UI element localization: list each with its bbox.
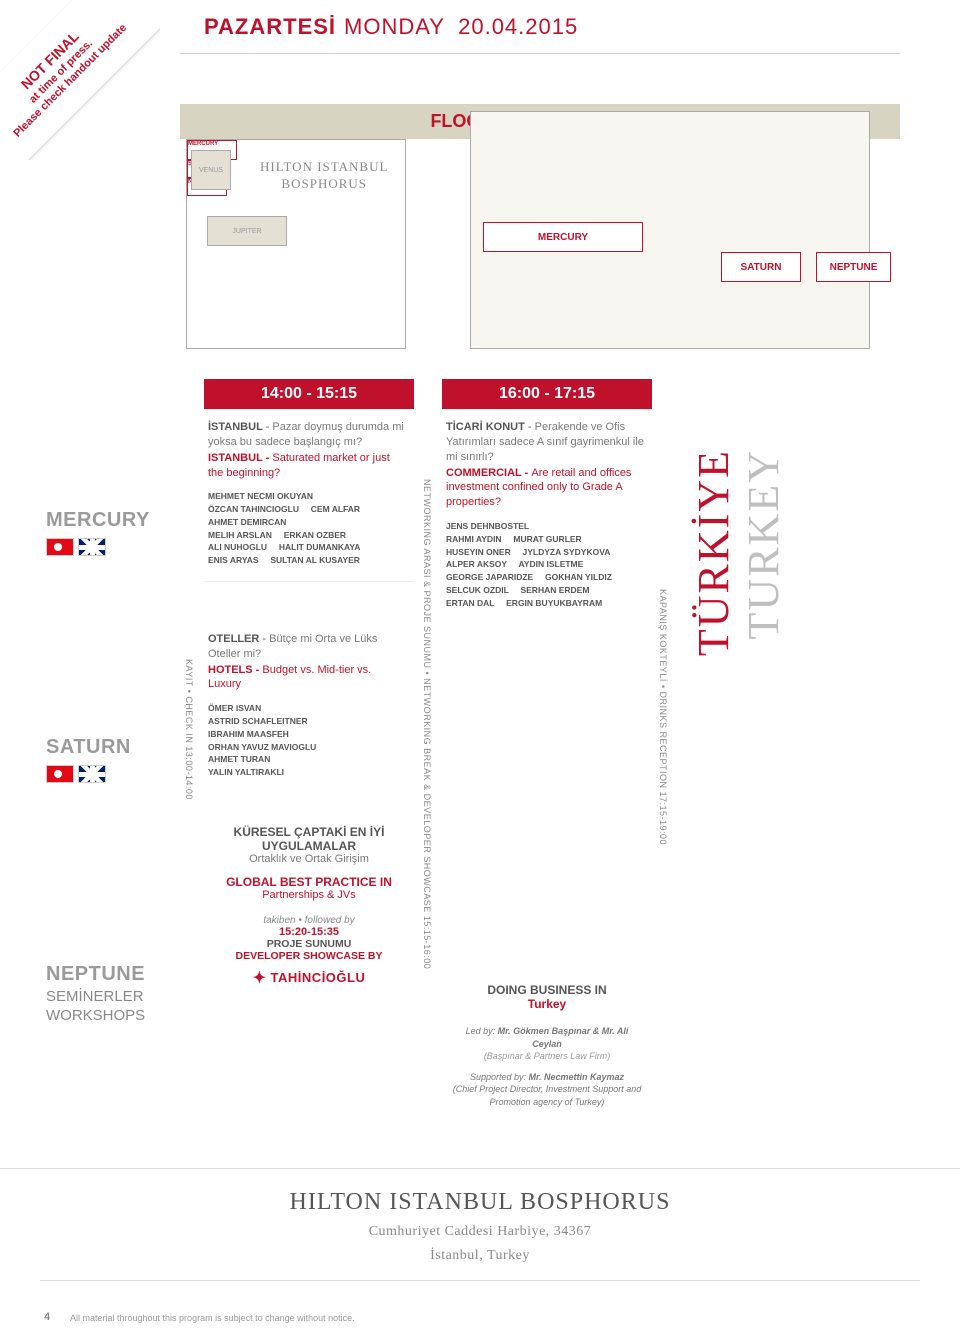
flag-tr-icon (46, 765, 74, 783)
checkin-text: KAYIT • CHECK IN 13:00-14:00 (184, 659, 194, 800)
schedule-grid: MERCURY SATURN NEPTUNE SEMİNERLER WORKSH… (0, 379, 960, 1128)
day-turkish: PAZARTESİ (204, 14, 336, 40)
logo-turkiye: TÜRKİYE (688, 449, 739, 656)
not-final-ribbon: NOT FINAL at time of press. Please check… (0, 0, 160, 160)
session-global-best-practice: KÜRESEL ÇAPTAKİ EN İYİ UYGULAMALAR Ortak… (204, 793, 414, 998)
event-logo: TÜRKİYE TURKEY (678, 379, 848, 1128)
footer-address-2: İstanbul, Turkey (40, 1248, 920, 1264)
flags-saturn (46, 765, 180, 783)
sessions-col-2: 16:00 - 17:15 TİCARİ KONUT - Perakende v… (442, 379, 652, 1128)
speakers-s1: MEHMET NECMI OKUYAN ÖZCAN TAHINCIOGLU CE… (208, 490, 406, 567)
room-saturn-label: SATURN (46, 736, 180, 783)
workshops-label: WORKSHOPS (46, 1007, 180, 1024)
flag-uk-icon (78, 765, 106, 783)
closing-reception-column: KAPANIŞ KOKTEYLİ • DRINKS RECEPTION 17:1… (652, 379, 678, 1128)
fp-room-saturn: SATURN (721, 252, 801, 282)
floorplan-hotel-label: HILTON ISTANBUL BOSPHORUS (260, 159, 388, 193)
speakers-s4: JENS DEHNBOSTEL RAHMI AYDIN MURAT GURLER… (446, 520, 644, 609)
time-slot-1: 14:00 - 15:15 (204, 379, 414, 409)
page-number: 4 (44, 1311, 50, 1323)
disclaimer: All material throughout this program is … (70, 1313, 355, 1323)
room-neptune-label: NEPTUNE SEMİNERLER WORKSHOPS (46, 963, 180, 1024)
break-text: NETWORKING ARASI & PROJE SUNUMU • NETWOR… (422, 479, 432, 969)
day-english: MONDAY (344, 14, 445, 40)
room-labels-column: MERCURY SATURN NEPTUNE SEMİNERLER WORKSH… (0, 379, 180, 1128)
seminerler-label: SEMİNERLER (46, 988, 180, 1005)
session-hotels: OTELLER - Bütçe mi Orta ve Lüks Oteller … (204, 581, 414, 793)
flag-uk-icon (78, 538, 106, 556)
flag-tr-icon (46, 538, 74, 556)
logo-turkey: TURKEY (738, 449, 789, 639)
supported-by: Supported by: Mr. Necmettin Kaymaz(Chief… (450, 1071, 644, 1109)
closing-text: KAPANIŞ KOKTEYLİ • DRINKS RECEPTION 17:1… (658, 589, 668, 845)
logo-symbol-icon: ✦ (253, 968, 267, 988)
session-istanbul: İSTANBUL - Pazar doymuş durumda mi yoksa… (204, 409, 414, 581)
footer-address-1: Cumhuriyet Caddesi Harbiye, 34367 (40, 1224, 920, 1240)
flags-mercury (46, 538, 180, 556)
fp-room-mercury: MERCURY (483, 222, 643, 252)
led-by: Led by: Mr. Gökmen Başpınar & Mr. Ali Ce… (450, 1025, 644, 1050)
sessions-col-1: 14:00 - 15:15 İSTANBUL - Pazar doymuş du… (204, 379, 414, 1128)
date-header: PAZARTESİ MONDAY 20.04.2015 (180, 0, 900, 54)
room-mercury-label: MERCURY (46, 509, 180, 556)
header-date: 20.04.2015 (451, 14, 578, 40)
session-doing-business: DOING BUSINESS IN Turkey Led by: Mr. Gök… (442, 883, 652, 1128)
session-commercial: TİCARİ KONUT - Perakende ve Ofis Yatırım… (442, 409, 652, 623)
time-slot-2: 16:00 - 17:15 (442, 379, 652, 409)
checkin-column: KAYIT • CHECK IN 13:00-14:00 (180, 379, 204, 1128)
floorplan-graphic: VENUS JUPITER MERCURY SATURN NEPTUNE HIL… (180, 139, 900, 369)
fp-room-neptune: NEPTUNE (816, 252, 891, 282)
fp-room-venus: VENUS (191, 150, 231, 190)
fp-room-jupiter: JUPITER (207, 216, 287, 246)
tahincioglu-logo: ✦TAHİNCİOĞLU (212, 968, 406, 988)
footer-venue: HILTON ISTANBUL BOSPHORUS (40, 1189, 920, 1216)
break-column: NETWORKING ARASI & PROJE SUNUMU • NETWOR… (414, 379, 442, 1128)
speakers-s2: ÖMER ISVAN ASTRID SCHAFLEITNER IBRAHIM M… (208, 702, 406, 779)
floorplan-right-wing: MERCURY SATURN NEPTUNE (470, 111, 870, 349)
